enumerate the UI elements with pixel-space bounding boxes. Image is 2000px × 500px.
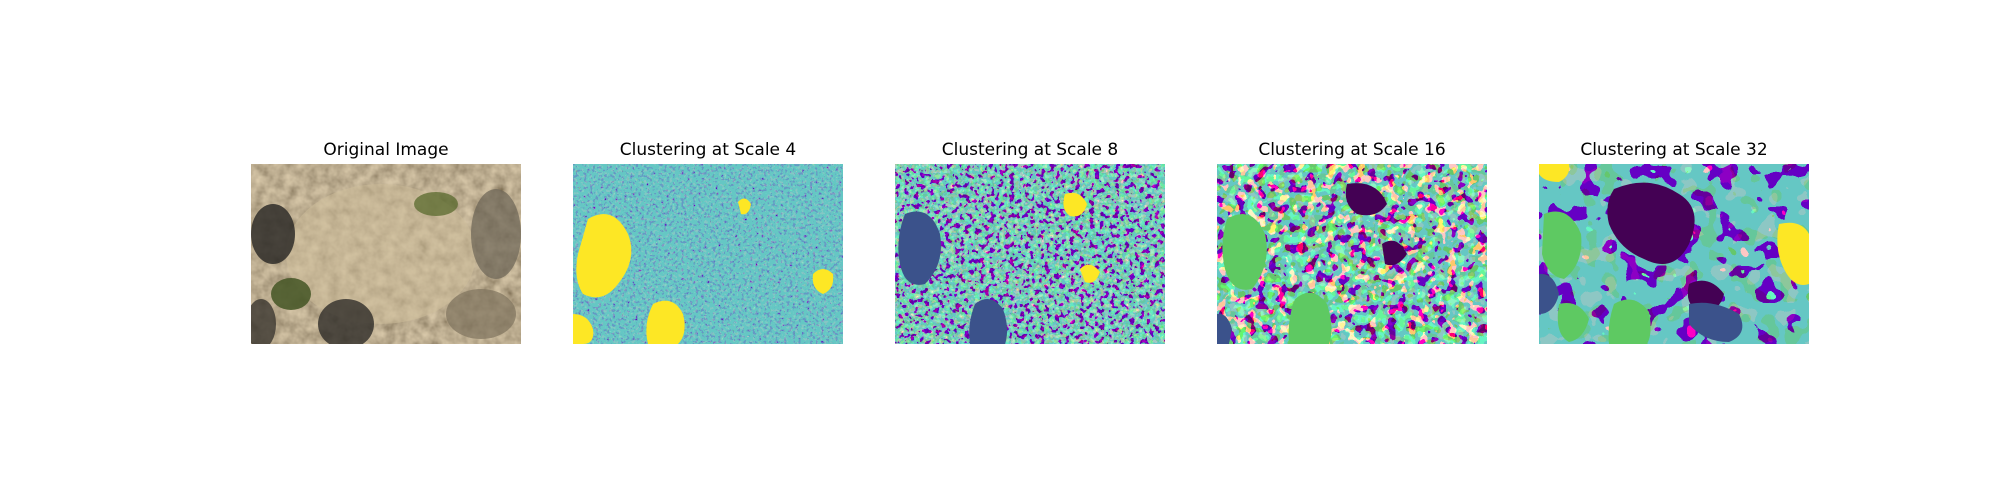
panel-clustering-scale-32: Clustering at Scale 32 xyxy=(1539,136,1809,344)
cluster-map-scale-16 xyxy=(1217,164,1487,344)
panel-title: Clustering at Scale 16 xyxy=(1258,140,1446,160)
cluster-map-scale-4 xyxy=(573,164,843,344)
panel-clustering-scale-16: Clustering at Scale 16 xyxy=(1217,136,1487,344)
original-image xyxy=(251,164,521,344)
panel-title: Clustering at Scale 4 xyxy=(619,140,797,160)
cluster-map-scale-8 xyxy=(895,164,1165,344)
panel-original-image: Original Image xyxy=(251,136,521,344)
panel-title: Clustering at Scale 32 xyxy=(1580,140,1768,160)
panel-title: Clustering at Scale 8 xyxy=(941,140,1119,160)
cluster-map-scale-32 xyxy=(1539,164,1809,344)
panel-clustering-scale-4: Clustering at Scale 4 xyxy=(573,136,843,344)
panel-title: Original Image xyxy=(323,140,449,160)
panel-clustering-scale-8: Clustering at Scale 8 xyxy=(895,136,1165,344)
